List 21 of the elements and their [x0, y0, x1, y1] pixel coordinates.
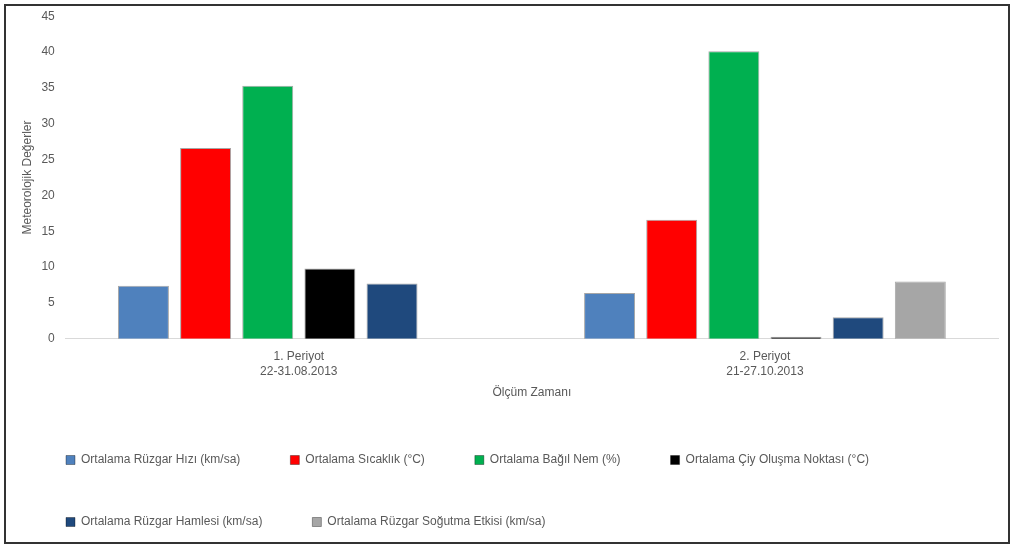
y-axis-title: Meteorolojik Değerler: [19, 120, 34, 235]
legend-label: Ortalama Sıcaklık (°C): [305, 452, 425, 467]
legend-label: Ortalama Rüzgar Hamlesi (km/sa): [81, 514, 263, 529]
x-axis-title: Ölçüm Zamanı: [492, 385, 572, 400]
bar: [304, 268, 356, 339]
y-tick-label: 35: [41, 80, 56, 95]
y-tick-label: 25: [41, 151, 56, 166]
y-tick-label: 30: [41, 116, 56, 131]
x-tick-label: 2. Periyot 21-27.10.2013: [726, 349, 804, 378]
y-tick-label: 40: [41, 44, 56, 59]
legend-label: Ortalama Bağıl Nem (%): [489, 452, 621, 467]
x-tick-label: 1. Periyot 22-31.08.2013: [260, 349, 338, 378]
legend-label: Ortalama Çiy Oluşma Noktası (°C): [685, 452, 870, 467]
y-tick-label: 15: [41, 223, 56, 238]
y-tick-label: 5: [48, 295, 56, 310]
y-tick-label: 10: [41, 259, 56, 274]
y-tick-label: 0: [48, 331, 56, 346]
legend-label: Ortalama Rüzgar Hızı (km/sa): [81, 452, 241, 467]
y-tick-label: 45: [41, 8, 56, 23]
legend-label: Ortalama Rüzgar Soğutma Etkisi (km/sa): [327, 514, 546, 529]
y-tick-label: 20: [41, 187, 56, 202]
